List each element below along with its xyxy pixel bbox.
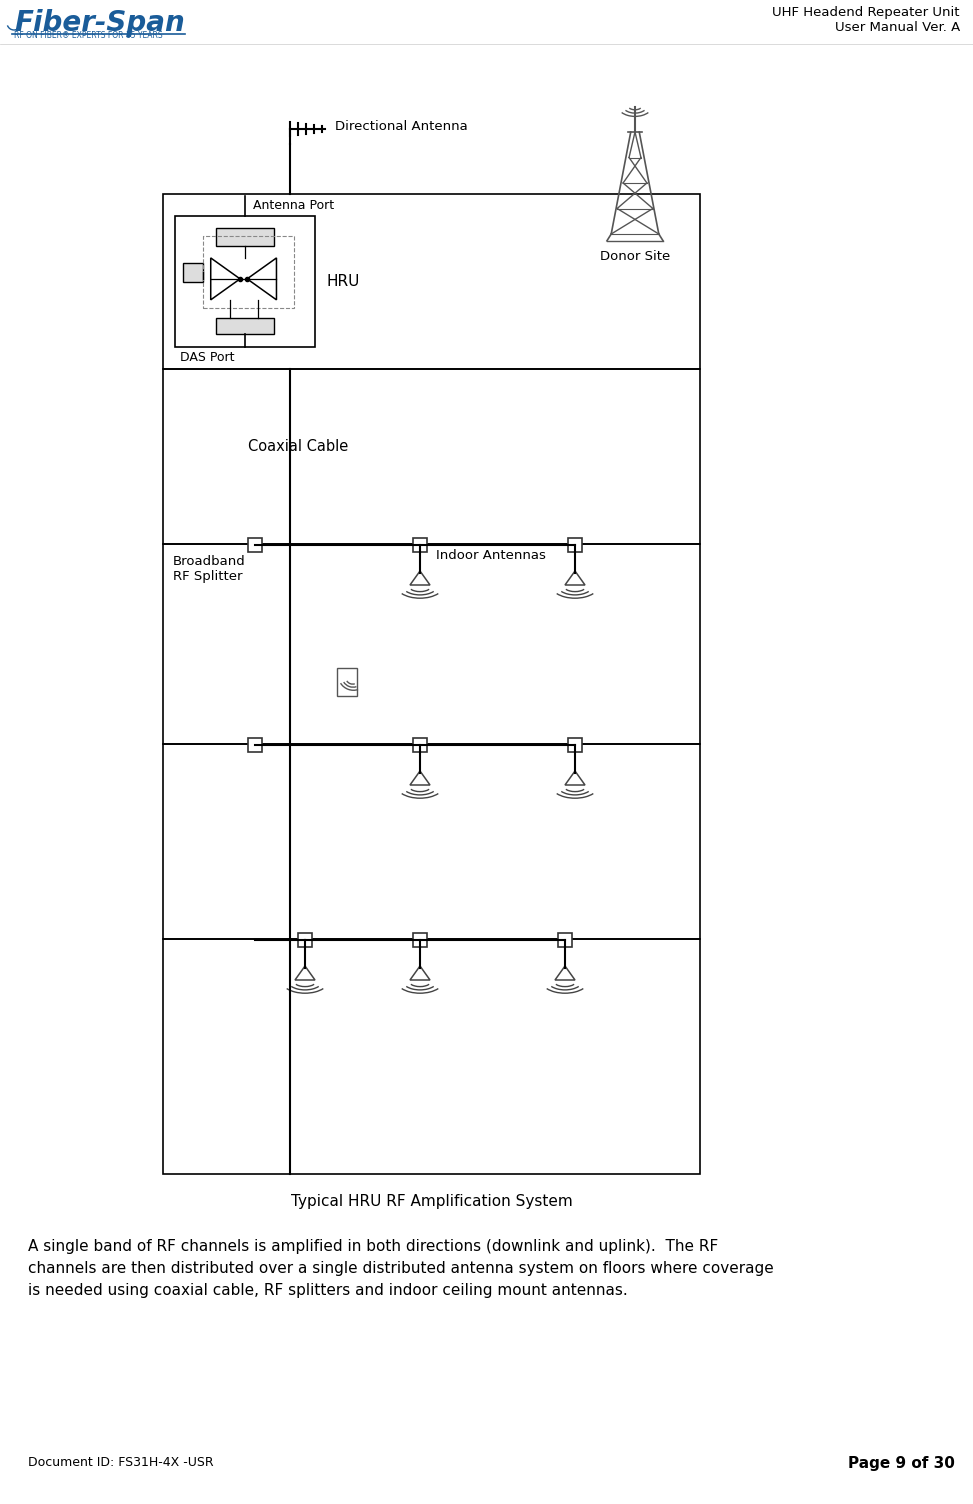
Bar <box>248 538 262 552</box>
Text: User Manual Ver. A: User Manual Ver. A <box>835 21 960 35</box>
Text: Fiber-Span: Fiber-Span <box>14 9 185 38</box>
Bar <box>413 932 427 948</box>
Text: Donor Site: Donor Site <box>600 250 670 263</box>
Text: Broadband
RF Splitter: Broadband RF Splitter <box>173 555 246 584</box>
Bar <box>568 738 582 752</box>
Text: A single band of RF channels is amplified in both directions (downlink and uplin: A single band of RF channels is amplifie… <box>28 1239 718 1254</box>
Bar <box>163 938 700 1175</box>
Bar <box>413 738 427 752</box>
Bar <box>203 236 294 308</box>
Bar <box>248 738 262 752</box>
Bar <box>568 538 582 552</box>
Bar <box>163 744 700 938</box>
Bar <box>163 544 700 744</box>
Text: channels are then distributed over a single distributed antenna system on floors: channels are then distributed over a sin… <box>28 1260 774 1275</box>
Text: Antenna Port: Antenna Port <box>253 199 334 212</box>
Text: Directional Antenna: Directional Antenna <box>335 120 468 134</box>
Text: UHF Headend Repeater Unit: UHF Headend Repeater Unit <box>773 6 960 20</box>
Text: Document ID: FS31H-4X -USR: Document ID: FS31H-4X -USR <box>28 1456 214 1469</box>
Text: Coaxial Cable: Coaxial Cable <box>248 439 348 454</box>
Text: RF ON FIBER® EXPERTS FOR 15 YEARS: RF ON FIBER® EXPERTS FOR 15 YEARS <box>14 32 162 41</box>
Bar <box>216 319 274 334</box>
Text: HRU: HRU <box>327 274 360 289</box>
Bar <box>175 217 315 347</box>
Text: Page 9 of 30: Page 9 of 30 <box>848 1456 955 1471</box>
Bar <box>413 538 427 552</box>
Text: Indoor Antennas: Indoor Antennas <box>436 549 546 562</box>
Bar <box>558 932 572 948</box>
Bar <box>337 668 357 696</box>
Bar <box>216 227 274 247</box>
Text: is needed using coaxial cable, RF splitters and indoor ceiling mount antennas.: is needed using coaxial cable, RF splitt… <box>28 1283 628 1298</box>
Bar <box>163 368 700 544</box>
Bar <box>163 194 700 368</box>
Text: Typical HRU RF Amplification System: Typical HRU RF Amplification System <box>291 1194 572 1209</box>
Bar <box>298 932 312 948</box>
Bar <box>183 263 203 281</box>
Text: DAS Port: DAS Port <box>180 350 234 364</box>
